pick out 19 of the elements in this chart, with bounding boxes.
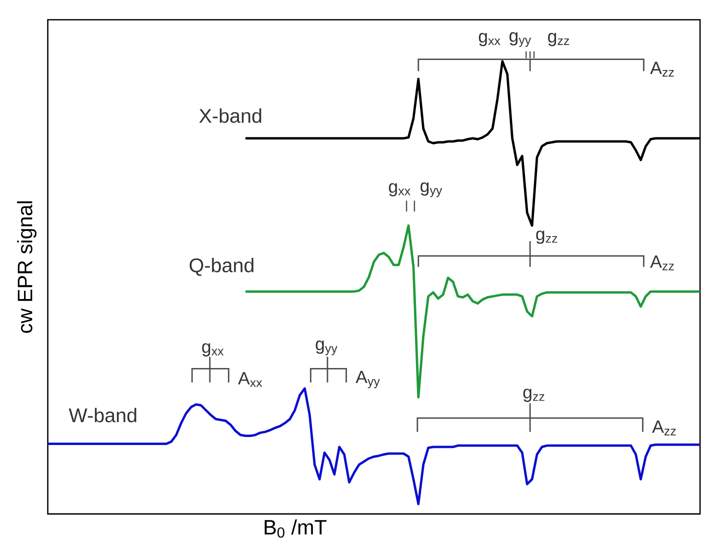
annotation: g$_{xx}$ xyxy=(202,343,224,357)
x-axis-title: B$_{0}$ /mT xyxy=(264,520,326,538)
annotation: A$_{zz}$ xyxy=(652,420,676,436)
series-label: Q-band xyxy=(190,258,254,276)
series-label: W-band xyxy=(68,408,136,423)
annotation: g$_{xx}$ xyxy=(388,183,410,197)
text: g$_{zz}$ xyxy=(548,33,570,46)
annotation: g$_{zz}$ xyxy=(536,230,558,244)
text: g$_{yy}$ xyxy=(510,32,532,48)
series-label: X-band xyxy=(199,108,262,124)
annotation: g$_{yy}$ xyxy=(316,340,338,356)
annotation: A$_{yy}$ xyxy=(356,371,380,388)
text: g$_{xx}$ xyxy=(478,33,500,46)
annotation: A$_{zz}$ xyxy=(650,62,674,77)
annotation: A$_{zz}$ xyxy=(650,256,674,271)
y-axis-title: cw EPR signal xyxy=(17,202,36,334)
annotation: A$_{xx}$ xyxy=(238,372,262,388)
annotation: g$_{zz}$ xyxy=(523,388,544,402)
annotation: g$_{yy}$ xyxy=(420,182,442,198)
